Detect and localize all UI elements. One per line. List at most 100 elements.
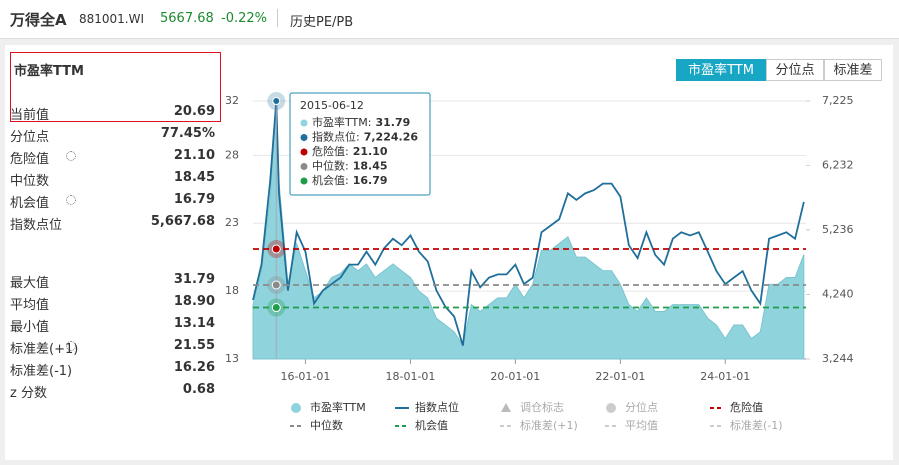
tooltip-value: 16.79 (353, 174, 388, 187)
index-line (252, 100, 805, 346)
tooltip-label: 指数点位: (312, 130, 360, 144)
link[interactable]: 历史PE/PB (290, 15, 354, 30)
stat-label: 当前值 (10, 108, 50, 123)
tooltip-dot (300, 134, 308, 141)
tab[interactable]: 分位点 (766, 59, 824, 81)
tooltip-label: 中位数: (312, 159, 349, 173)
settings-icon[interactable] (66, 151, 76, 161)
stat-row: 指数点位 5,667.68 (10, 214, 215, 233)
highlight-box (10, 52, 221, 122)
legend-label[interactable]: 标准差(-1) (730, 418, 783, 432)
tooltip-dot (300, 163, 308, 170)
tooltip-value: 18.45 (353, 160, 388, 173)
legend-label[interactable]: 分位点 (625, 400, 658, 414)
index-name: 万得全A (10, 11, 67, 29)
settings-icon[interactable] (66, 341, 76, 351)
tooltip-row: 指数点位: 7,224.26 (312, 130, 418, 144)
stat-value: 13.14 (173, 316, 215, 331)
stat-row: z 分数 0.68 (10, 382, 215, 401)
stat-value: 16.26 (173, 360, 215, 375)
y-tick-label: 23 (225, 216, 239, 229)
divider (277, 9, 278, 27)
stat-value: 16.79 (173, 192, 215, 207)
x-tick-label: 22-01-01 (595, 370, 645, 383)
tooltip-row: 机会值: 16.79 (312, 173, 388, 187)
legend-circle (606, 403, 616, 413)
stat-value: 0.68 (182, 382, 215, 397)
stat-value: 5,667.68 (150, 214, 215, 229)
legend-symbol (501, 403, 511, 412)
stat-label: 危险值 (10, 152, 50, 167)
stat-value: 20.69 (173, 104, 215, 119)
stat-row: 当前值 20.69 (10, 104, 215, 123)
legend-label[interactable]: 机会值 (415, 418, 448, 432)
y2-tick-label: 4,240 (822, 287, 854, 300)
legend-triangle (501, 403, 511, 412)
stat-label: 最大值 (10, 276, 50, 291)
tooltip-row: 市盈率TTM: 31.79 (312, 115, 410, 129)
stat-label: 标准差(+1) (10, 342, 79, 357)
settings-icon[interactable] (66, 195, 76, 205)
price: 5667.68 (160, 11, 214, 26)
stat-row: 危险值 21.10 (10, 148, 215, 167)
card (5, 45, 893, 460)
stat-row: 平均值 18.90 (10, 294, 215, 313)
legend-label[interactable]: 中位数 (310, 418, 343, 432)
stat-label: 平均值 (10, 298, 50, 313)
index-code: 881001.WI (79, 12, 145, 26)
stat-label: 指数点位 (10, 218, 63, 233)
legend-label[interactable]: 标准差(+1) (520, 418, 578, 432)
tooltip-box (289, 92, 431, 196)
y2-tick-label: 6,232 (822, 158, 854, 171)
y2-tick-label: 3,244 (822, 352, 854, 365)
x-tick-label: 16-01-01 (280, 370, 330, 383)
x-tick-label: 20-01-01 (490, 370, 540, 383)
stat-row: 标准差(+1) 21.55 (10, 338, 215, 357)
y-tick-label: 18 (225, 284, 239, 297)
legend-label[interactable]: 调仓标志 (520, 400, 564, 414)
pe-area (252, 103, 805, 360)
stat-label: 最小值 (10, 320, 50, 335)
tab[interactable]: 标准差 (824, 59, 882, 81)
tooltip-value: 31.79 (375, 116, 410, 129)
legend-label[interactable]: 指数点位 (415, 400, 459, 414)
change: -0.22% (221, 11, 267, 26)
tooltip-value: 7,224.26 (364, 131, 419, 144)
stat-row: 最小值 13.14 (10, 316, 215, 335)
stat-value: 21.55 (173, 338, 215, 353)
tooltip-value: 21.10 (353, 145, 388, 158)
y-tick-label: 32 (225, 94, 239, 107)
tooltip-label: 市盈率TTM: (312, 115, 371, 129)
tooltip-dot (300, 148, 308, 156)
stat-value: 18.45 (173, 170, 215, 185)
stat-label: 分位点 (10, 130, 50, 145)
stat-value: 18.90 (173, 294, 215, 309)
x-tick-label: 24-01-01 (700, 370, 750, 383)
legend-symbol (606, 403, 616, 413)
stat-value: 31.79 (173, 272, 215, 287)
y2-tick-label: 5,236 (822, 223, 854, 236)
stat-row: 机会值 16.79 (10, 192, 215, 211)
header: 万得全A 881001.WI 5667.68 -0.22% 历史PE/PB (0, 0, 899, 39)
hover-point (271, 303, 281, 313)
hover-point (271, 244, 281, 254)
stat-row: 最大值 31.79 (10, 272, 215, 291)
hover-point (271, 280, 281, 290)
hover-point (272, 97, 281, 106)
y-tick-label: 28 (225, 148, 239, 161)
legend-label[interactable]: 平均值 (625, 419, 658, 432)
y-tick-label: 13 (225, 352, 239, 365)
tab[interactable]: 市盈率TTM (676, 59, 766, 81)
tooltip-label: 危险值: (312, 144, 349, 158)
stat-label: 机会值 (10, 196, 50, 211)
stat-value: 21.10 (173, 148, 215, 163)
legend-symbol (291, 403, 301, 413)
stat-row: 中位数 18.45 (10, 170, 215, 189)
tooltip: 2015-06-12 市盈率TTM: 31.79 指数点位: 7,224.26 危险值: 2… (289, 92, 431, 196)
legend-label[interactable]: 市盈率TTM (310, 400, 366, 414)
stat-label: z 分数 (10, 386, 47, 401)
stat-row: 标准差(-1) 16.26 (10, 360, 215, 379)
legend-label[interactable]: 危险值 (730, 400, 763, 414)
